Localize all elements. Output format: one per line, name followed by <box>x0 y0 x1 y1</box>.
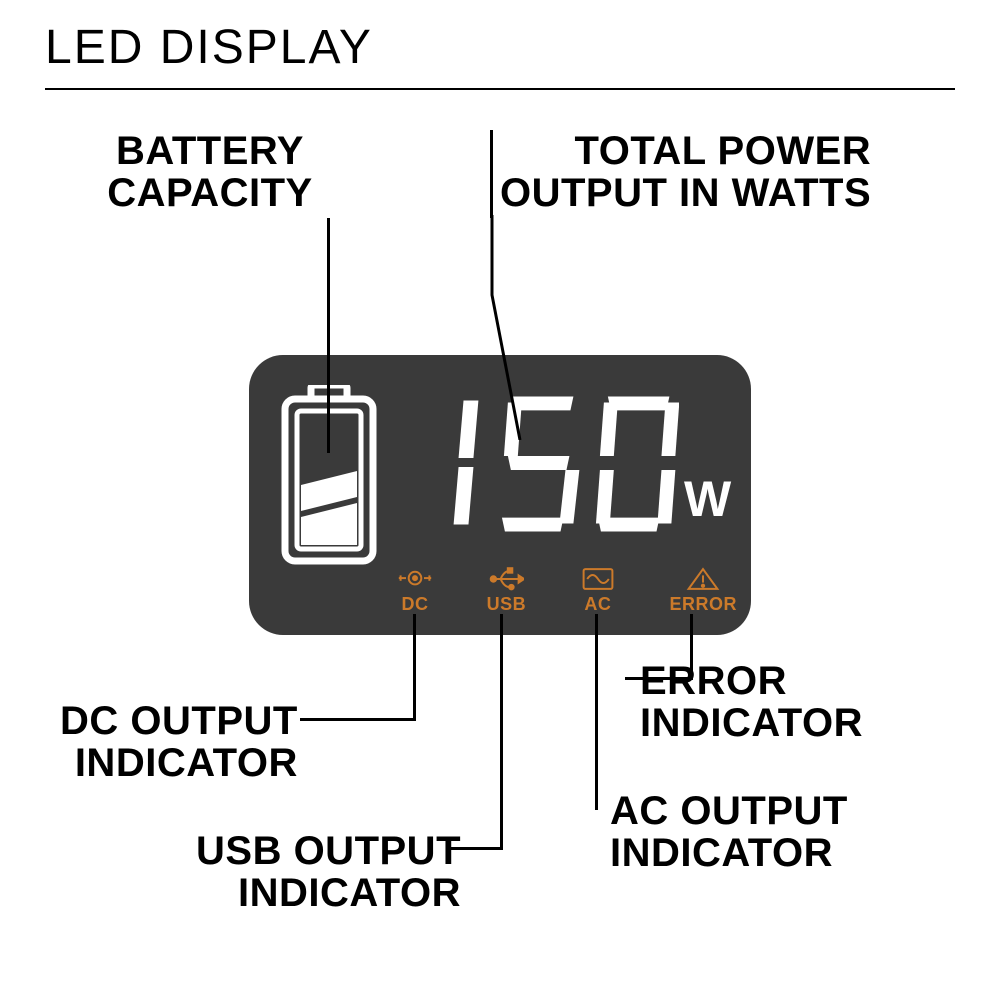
callout-power: TOTAL POWER OUTPUT IN WATTS <box>500 130 871 214</box>
callout-usb-l2: INDICATOR <box>238 871 461 915</box>
callout-ac-l1: AC OUTPUT <box>610 789 848 833</box>
callout-battery-l2: CAPACITY <box>107 171 312 215</box>
ac-indicator: AC <box>580 566 616 615</box>
ac-label: AC <box>584 594 611 615</box>
callout-ac-l2: INDICATOR <box>610 831 833 875</box>
dc-label: DC <box>402 594 429 615</box>
leader-power-tick <box>490 130 493 218</box>
leader-dc-h <box>300 718 416 721</box>
error-indicator: ERROR <box>669 566 737 615</box>
callout-battery: BATTERY CAPACITY <box>60 130 360 214</box>
callout-error-l2: INDICATOR <box>640 701 863 745</box>
dc-icon <box>397 566 433 592</box>
callout-power-l2: OUTPUT IN WATTS <box>500 171 871 215</box>
leader-battery <box>327 218 330 453</box>
leader-usb-v <box>500 614 503 850</box>
callout-dc-l1: DC OUTPUT <box>60 699 298 743</box>
leader-error-h <box>625 677 693 680</box>
callout-dc-l2: INDICATOR <box>75 741 298 785</box>
leader-dc-v <box>413 614 416 721</box>
dc-indicator: DC <box>397 566 433 615</box>
error-icon <box>685 566 721 592</box>
leader-usb-h <box>450 847 503 850</box>
callout-ac: AC OUTPUT INDICATOR <box>610 790 848 874</box>
callout-error-l1: ERROR <box>640 659 787 703</box>
title-underline <box>45 88 955 90</box>
leader-ac-v <box>595 614 598 810</box>
leader-error-v <box>690 614 693 680</box>
digit-0 <box>590 390 679 535</box>
callout-power-l1: TOTAL POWER <box>575 129 872 173</box>
digit-1 <box>399 390 488 535</box>
callout-battery-l1: BATTERY <box>116 129 304 173</box>
leader-power-diag <box>480 215 540 440</box>
watt-unit: W <box>684 470 731 528</box>
diagram-title: LED DISPLAY <box>45 20 373 75</box>
usb-label: USB <box>487 594 527 615</box>
indicator-row: DC USB <box>397 555 737 615</box>
callout-error: ERROR INDICATOR <box>640 660 863 744</box>
ac-icon <box>580 566 616 592</box>
error-label: ERROR <box>669 594 737 615</box>
callout-dc: DC OUTPUT INDICATOR <box>60 700 298 784</box>
callout-usb-l1: USB OUTPUT <box>196 829 461 873</box>
callout-usb: USB OUTPUT INDICATOR <box>196 830 461 914</box>
usb-icon <box>488 566 524 592</box>
usb-indicator: USB <box>487 566 527 615</box>
